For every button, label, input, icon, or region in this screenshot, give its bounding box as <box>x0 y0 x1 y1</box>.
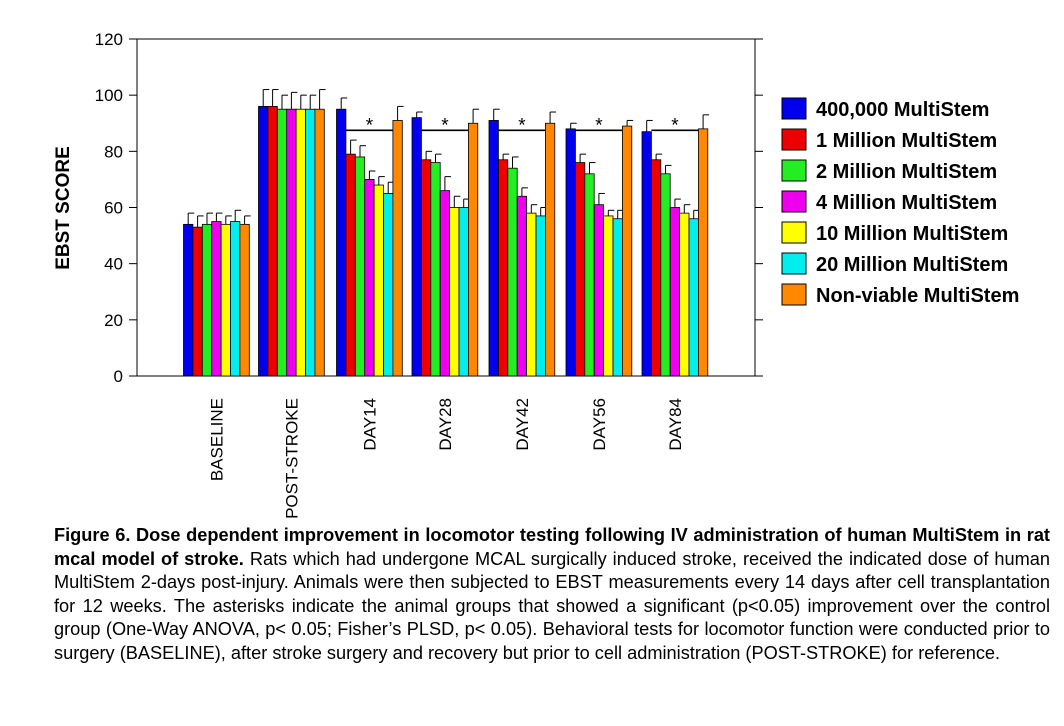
legend-swatch <box>781 159 807 182</box>
bar <box>192 226 203 377</box>
bar <box>497 159 509 377</box>
x-tick-label: DAY42 <box>513 398 532 451</box>
bar <box>584 173 595 377</box>
bar <box>239 223 250 377</box>
bar <box>545 122 556 377</box>
bar <box>383 193 394 377</box>
y-tick-label: 80 <box>104 142 123 161</box>
x-tick-label: DAY28 <box>436 398 455 451</box>
y-tick-label: 0 <box>114 367 123 386</box>
legend-swatch <box>781 221 807 244</box>
legend-label: Non-viable MultiStem <box>816 285 1019 307</box>
bar <box>258 106 269 377</box>
legend-label: 400,000 MultiStem <box>816 99 989 121</box>
bar <box>183 223 194 377</box>
x-tick-label: DAY56 <box>590 398 609 451</box>
significance-marker: * <box>441 115 449 136</box>
x-tick-label: BASELINE <box>207 398 226 481</box>
legend-swatch <box>781 283 807 306</box>
bar <box>420 159 432 377</box>
bar <box>449 207 460 377</box>
bar <box>535 215 546 377</box>
bar <box>364 179 375 377</box>
bar <box>565 128 576 377</box>
bar <box>688 218 699 377</box>
bar <box>220 223 231 377</box>
bar <box>211 221 222 377</box>
significance-marker: * <box>671 115 679 136</box>
bar-chart: 0 20 40 60 80 100 120 EBST SCORE BASELINE POST-ST… <box>53 30 1019 519</box>
caption-body: Rats which had undergone MCAL surgically… <box>54 548 1051 663</box>
bar <box>314 108 325 377</box>
significance-marker: * <box>518 115 526 136</box>
bar <box>593 204 605 377</box>
y-tick-label: 20 <box>104 311 123 330</box>
legend-label: 4 Million MultiStem <box>816 192 997 214</box>
x-tick-label: POST-STROKE <box>282 398 301 519</box>
bar <box>230 221 241 377</box>
y-tick-label: 60 <box>104 199 123 218</box>
x-tick-label: DAY84 <box>666 398 685 451</box>
bar <box>603 215 614 377</box>
bar <box>286 108 297 377</box>
x-tick-label: DAY14 <box>360 398 379 451</box>
bar <box>641 131 652 377</box>
bar <box>507 167 518 377</box>
bar <box>392 120 403 377</box>
bar <box>622 125 633 377</box>
legend-label: 10 Million MultiStem <box>816 223 1008 245</box>
figure-caption: Figure 6. Dose dependent improvement in … <box>54 524 1050 665</box>
y-axis-label: EBST SCORE <box>53 146 74 270</box>
legend-swatch <box>781 252 807 275</box>
bar <box>439 190 451 377</box>
bar <box>679 212 690 377</box>
bar <box>411 117 422 377</box>
significance-marker: * <box>366 115 374 136</box>
legend-label: 2 Million MultiStem <box>816 161 997 183</box>
bar <box>575 162 586 377</box>
y-tick-label: 120 <box>95 30 123 49</box>
bar <box>276 108 288 377</box>
bar <box>373 184 384 377</box>
bar <box>305 108 316 377</box>
bar <box>201 223 213 377</box>
legend-label: 20 Million MultiStem <box>816 254 1008 276</box>
bar <box>295 108 306 377</box>
bar <box>467 122 479 377</box>
bar <box>612 218 623 377</box>
legend-swatch <box>781 128 807 151</box>
bar <box>660 173 671 377</box>
legend-swatch <box>781 97 807 120</box>
bar <box>526 212 537 377</box>
bar <box>669 207 681 377</box>
bar <box>488 120 499 377</box>
y-tick-label: 40 <box>104 255 123 274</box>
bar <box>430 162 441 377</box>
bar <box>267 106 278 377</box>
bar <box>345 153 356 377</box>
significance-marker: * <box>595 115 603 136</box>
bar <box>458 207 469 377</box>
legend-label: 1 Million MultiStem <box>816 130 997 152</box>
bar <box>336 108 347 377</box>
bar <box>651 159 662 377</box>
bar <box>516 195 528 377</box>
bar <box>354 156 366 377</box>
caption-title: Figure 6. Dose dependent improvement in … <box>54 525 1050 569</box>
bar <box>698 128 709 377</box>
y-tick-label: 100 <box>95 86 123 105</box>
legend-swatch <box>781 190 807 213</box>
